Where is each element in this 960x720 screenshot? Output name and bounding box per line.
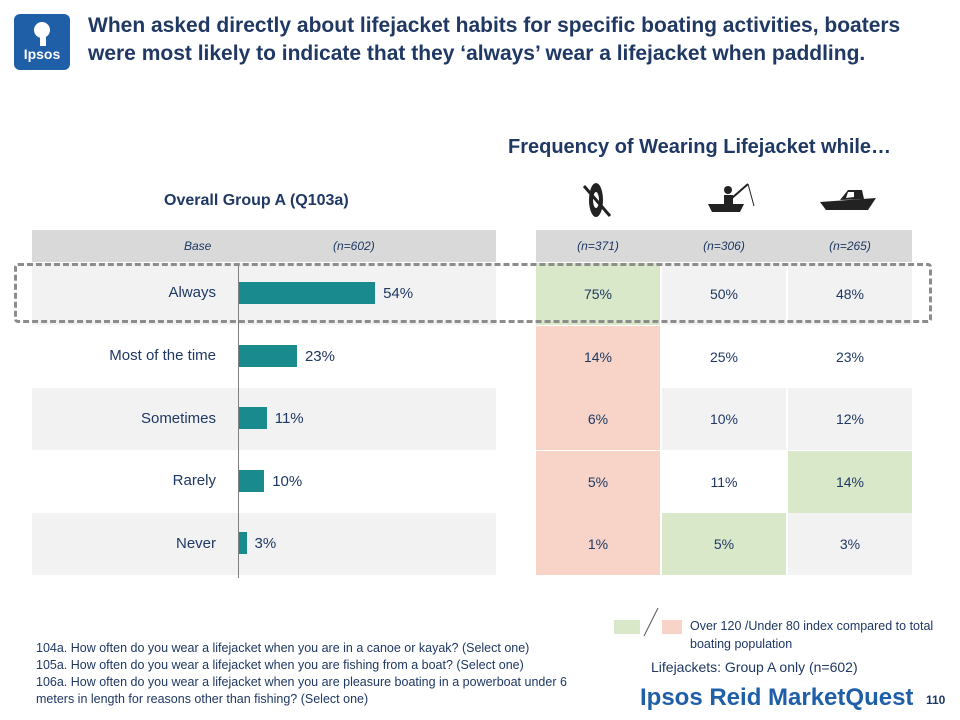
table-cell: 5% bbox=[536, 450, 660, 513]
base-note: Lifejackets: Group A only (n=602) bbox=[651, 659, 858, 675]
category-label: Most of the time bbox=[109, 347, 216, 364]
canoe-icon bbox=[582, 183, 612, 217]
fishing-boat-icon bbox=[708, 183, 755, 212]
y-axis-line bbox=[238, 263, 239, 578]
bar-value-label: 23% bbox=[304, 347, 335, 365]
table-cell: 1% bbox=[536, 513, 660, 575]
footnote: 104a. How often do you wear a lifejacket… bbox=[36, 641, 530, 655]
footnotes: 104a. How often do you wear a lifejacket… bbox=[36, 640, 596, 708]
bar-value-label: 10% bbox=[272, 472, 303, 490]
bar-value-label: 54% bbox=[383, 285, 414, 302]
powerboat-n: (n=265) bbox=[829, 239, 871, 253]
category-label: Always bbox=[168, 284, 216, 301]
base-label: Base bbox=[184, 239, 212, 253]
bar bbox=[239, 532, 247, 554]
legend-slash-icon bbox=[643, 607, 659, 637]
table-cell: 14% bbox=[536, 325, 660, 388]
table-cell: 50% bbox=[662, 263, 786, 325]
slide-title: When asked directly about lifejacket hab… bbox=[88, 14, 901, 65]
fishing-n: (n=306) bbox=[703, 239, 745, 253]
bar bbox=[239, 469, 265, 492]
table-cell: 6% bbox=[536, 388, 660, 450]
table-title: Frequency of Wearing Lifejacket while… bbox=[508, 136, 892, 158]
legend-text: Over 120 /Under 80 index compared to tot… bbox=[690, 619, 934, 651]
activity-header: (n=371) (n=306) (n=265) bbox=[536, 230, 912, 262]
category-label: Rarely bbox=[172, 472, 216, 489]
bar bbox=[239, 282, 376, 304]
table-cell: 75% bbox=[536, 263, 660, 325]
bar bbox=[239, 344, 297, 367]
logo-text: Ipsos bbox=[23, 46, 61, 62]
chart-title: Overall Group A (Q103a) bbox=[164, 192, 349, 209]
page-number: 110 bbox=[926, 693, 946, 707]
legend-over-swatch bbox=[614, 620, 640, 634]
overall-header: Base (n=602) bbox=[32, 230, 496, 262]
footnote: 106a. How often do you wear a lifejacket… bbox=[36, 675, 567, 706]
table-cell: 14% bbox=[788, 450, 912, 513]
table-cell: 10% bbox=[662, 388, 786, 450]
table-cell: 48% bbox=[788, 263, 912, 325]
bar-value-label: 11% bbox=[274, 410, 304, 427]
table-cell: 23% bbox=[788, 325, 912, 388]
footnote: 105a. How often do you wear a lifejacket… bbox=[36, 658, 524, 672]
table-cell: 12% bbox=[788, 388, 912, 450]
brand-wordmark: Ipsos Reid MarketQuest bbox=[640, 684, 914, 711]
table-cell: 25% bbox=[662, 325, 786, 388]
overall-n: (n=602) bbox=[333, 239, 375, 253]
legend-under-swatch bbox=[662, 620, 682, 634]
row-stripe bbox=[32, 513, 496, 575]
table-cell: 3% bbox=[788, 513, 912, 575]
table-cell: 5% bbox=[662, 513, 786, 575]
category-label: Never bbox=[175, 535, 216, 552]
always-highlight-box bbox=[14, 263, 932, 323]
ipsos-logo: Ipsos bbox=[14, 14, 70, 70]
category-label: Sometimes bbox=[140, 410, 216, 427]
canoe-n: (n=371) bbox=[577, 239, 619, 253]
bar-value-label: 3% bbox=[254, 535, 277, 552]
table-cell: 11% bbox=[662, 450, 786, 513]
powerboat-icon bbox=[820, 190, 876, 210]
bar bbox=[239, 407, 267, 429]
